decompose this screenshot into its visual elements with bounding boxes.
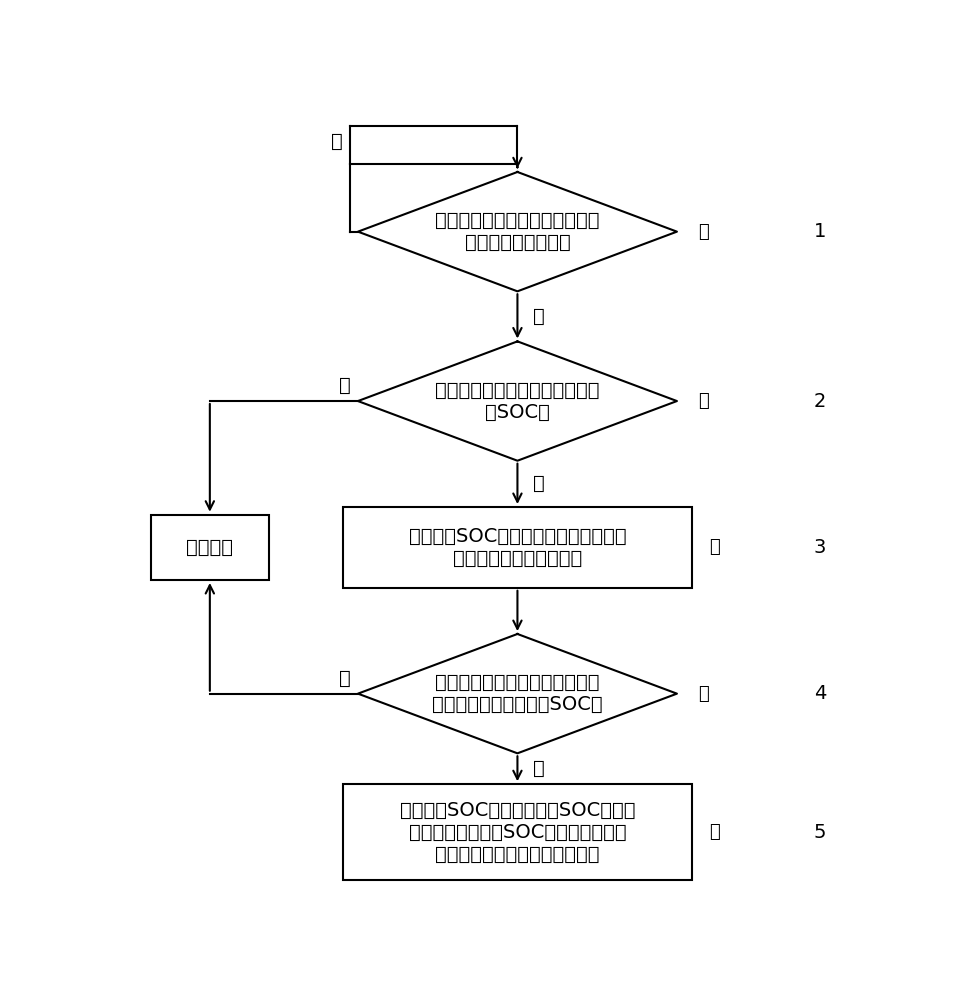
Polygon shape (358, 634, 677, 753)
Text: 否: 否 (331, 132, 343, 151)
Text: ～: ～ (698, 392, 709, 410)
Text: ～: ～ (710, 823, 720, 841)
Text: 判断是否可以准确获取电池的第
一SOC值: 判断是否可以准确获取电池的第 一SOC值 (435, 381, 600, 422)
Text: 3: 3 (813, 538, 826, 557)
Text: ～: ～ (698, 685, 709, 703)
Text: 否: 否 (339, 669, 351, 688)
Bar (343, 784, 692, 880)
Text: 4: 4 (813, 684, 826, 703)
Text: 1: 1 (813, 222, 826, 241)
Bar (151, 515, 269, 580)
Text: 放弃估计: 放弃估计 (186, 538, 233, 557)
Text: 否: 否 (339, 376, 351, 395)
Text: 是: 是 (533, 307, 544, 326)
Text: 2: 2 (813, 392, 826, 411)
Text: 估计第二SOC值并根据第一SOC值、总
电流积分值和第二SOC值进行计算，得
到纯电动汽车的电池容量估计值: 估计第二SOC值并根据第一SOC值、总 电流积分值和第二SOC值进行计算，得 到… (400, 801, 635, 864)
Polygon shape (358, 341, 677, 461)
Text: 5: 5 (813, 823, 826, 842)
Text: 根据纯电动汽车的电池离线时间
判断是否可以估计第二SOC值: 根据纯电动汽车的电池离线时间 判断是否可以估计第二SOC值 (432, 673, 603, 714)
Bar (343, 507, 692, 588)
Polygon shape (358, 172, 677, 291)
Text: 获取第一SOC值并计算纯电动汽车在运
行状态下的总电流积分值: 获取第一SOC值并计算纯电动汽车在运 行状态下的总电流积分值 (409, 527, 626, 568)
Text: ～: ～ (698, 223, 709, 241)
Text: 判断是否到达纯电动汽车的电池
容量周期性估计时间: 判断是否到达纯电动汽车的电池 容量周期性估计时间 (435, 211, 600, 252)
Text: 是: 是 (533, 474, 544, 493)
Text: 是: 是 (533, 759, 544, 778)
Text: ～: ～ (710, 538, 720, 556)
